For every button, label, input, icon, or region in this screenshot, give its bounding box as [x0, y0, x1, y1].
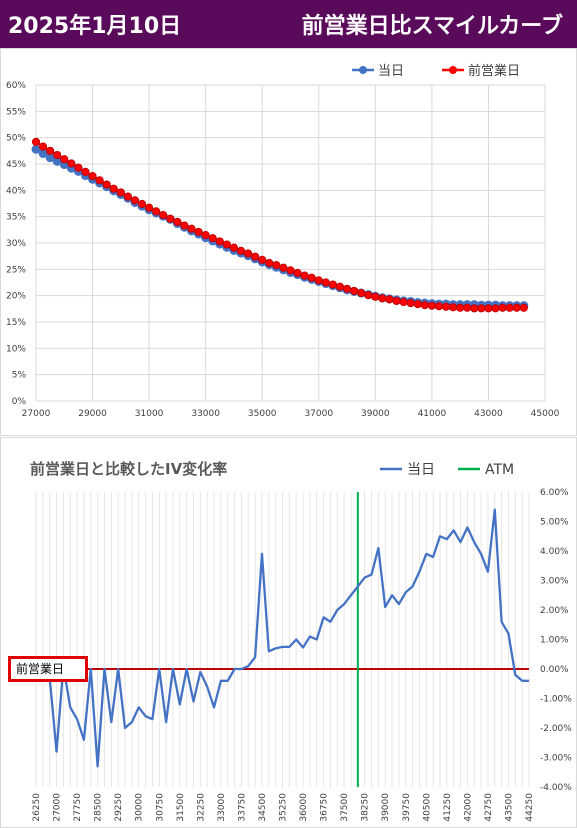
page-title: 2025年1月10日 — [8, 14, 182, 39]
previous-day-label: 前営業日 — [8, 656, 88, 682]
header-banner: 2025年1月10日 前営業日比スマイルカーブ — [0, 0, 577, 48]
chart-panel-change — [0, 437, 577, 828]
chart-panel-smile — [0, 48, 577, 436]
page-subtitle: 前営業日比スマイルカーブ — [301, 14, 563, 39]
